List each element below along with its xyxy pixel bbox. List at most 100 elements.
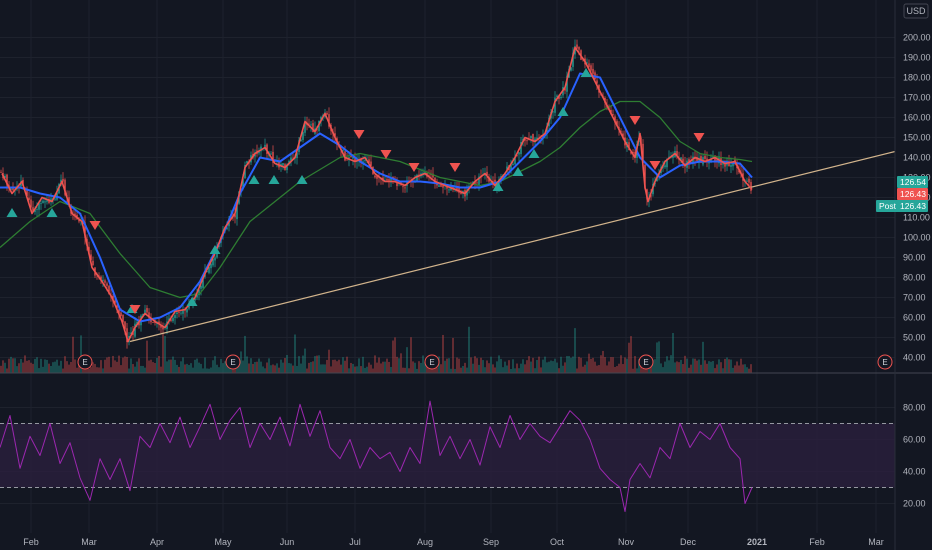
volume-bar xyxy=(576,368,578,373)
volume-bar xyxy=(36,357,38,373)
candle-body xyxy=(586,62,588,64)
candle-body xyxy=(334,133,336,137)
volume-bar xyxy=(456,357,458,373)
time-axis[interactable]: Feb Mar Apr May Jun Jul Aug Sep Oct Nov Dec 2021 Feb… xyxy=(23,537,884,547)
volume-bar xyxy=(384,361,386,373)
price-tick-label: 160.00 xyxy=(903,113,931,123)
volume-bar xyxy=(596,365,598,373)
price-tag-label: Post xyxy=(879,201,897,211)
volume-bar xyxy=(358,358,360,373)
candle-body xyxy=(10,188,12,190)
candle-body xyxy=(434,177,436,183)
volume-bar xyxy=(436,367,438,373)
volume-bar xyxy=(286,355,288,373)
earnings-marker xyxy=(424,354,440,370)
volume-bar xyxy=(652,359,654,373)
volume-bar xyxy=(690,364,692,373)
time-tick-label: 2021 xyxy=(747,537,767,547)
currency-button[interactable]: USD xyxy=(903,3,929,19)
volume-bar xyxy=(14,358,16,373)
volume-bar xyxy=(740,358,742,373)
volume-bar xyxy=(56,359,58,373)
candle-body xyxy=(290,157,292,162)
trendline[interactable] xyxy=(129,150,896,343)
candle-body xyxy=(206,271,208,273)
volume-bar xyxy=(188,365,190,373)
candle-body xyxy=(732,161,734,167)
candle-body xyxy=(118,309,120,314)
volume-bar xyxy=(302,355,304,373)
volume-bar xyxy=(694,358,696,373)
volume-bar xyxy=(476,358,478,373)
volume-bar xyxy=(110,367,112,373)
volume-bar xyxy=(74,359,76,373)
candle-body xyxy=(376,175,378,179)
volume-bar xyxy=(100,360,102,373)
sell-signal-marker xyxy=(129,305,141,314)
volume-bar xyxy=(84,368,86,373)
volume-bar xyxy=(524,364,526,373)
volume-bar xyxy=(140,365,142,373)
candle-body xyxy=(246,161,248,164)
rsi-axis[interactable]: 20.00 40.00 60.00 80.00 xyxy=(903,403,926,509)
volume-bar xyxy=(712,360,714,373)
candle-body xyxy=(308,123,310,125)
volume-bar xyxy=(492,364,494,373)
buy-signal-marker xyxy=(186,297,198,306)
volume-bar xyxy=(40,358,42,373)
volume-bar xyxy=(54,361,56,373)
volume-bar xyxy=(382,361,384,373)
sell-signal-marker xyxy=(380,150,392,159)
price-tag-value: 126.43 xyxy=(900,201,926,211)
volume-bar xyxy=(704,360,706,373)
volume-bar xyxy=(288,363,290,373)
volume-bar xyxy=(20,358,22,373)
ema-fast-line xyxy=(1,46,753,343)
volume-bar xyxy=(732,367,734,373)
volume-bar xyxy=(400,353,402,373)
volume-bar xyxy=(494,367,496,373)
volume-bar xyxy=(534,368,536,373)
volume-bar xyxy=(332,359,334,373)
volume-bar xyxy=(308,362,310,373)
volume-bar xyxy=(154,363,156,373)
volume-bar xyxy=(516,363,518,373)
candle-body xyxy=(78,219,80,222)
price-tick-label: 150.00 xyxy=(903,133,931,143)
volume-bar xyxy=(258,358,260,373)
candle-body xyxy=(370,161,372,166)
candle-body xyxy=(4,175,6,178)
volume-bar xyxy=(414,362,416,373)
earnings-marker-label: E xyxy=(643,358,648,367)
candle-body xyxy=(724,162,726,167)
candle-body xyxy=(710,159,712,162)
earnings-marker-label: E xyxy=(429,358,434,367)
candle-body xyxy=(310,124,312,126)
candle-body xyxy=(614,116,616,123)
volume-bar xyxy=(284,357,286,373)
candle-body xyxy=(402,186,404,188)
volume-bar xyxy=(264,368,266,373)
volume-bar xyxy=(592,357,594,373)
candle-body xyxy=(26,189,28,197)
volume-bar xyxy=(200,363,202,373)
volume-bar xyxy=(300,363,302,373)
candle-body xyxy=(554,97,556,113)
candle-body xyxy=(750,181,752,191)
volume-bar xyxy=(720,362,722,373)
earnings-marker-label: E xyxy=(882,358,887,367)
candle-body xyxy=(328,114,330,127)
candle-body xyxy=(270,153,272,155)
volume-bar xyxy=(588,353,590,373)
volume-bar xyxy=(692,358,694,373)
volume-bar xyxy=(518,368,520,373)
candle-body xyxy=(592,68,594,74)
volume-bar xyxy=(532,357,534,373)
candle-body xyxy=(280,163,282,167)
candle-body xyxy=(62,178,64,182)
volume-bar xyxy=(608,361,610,373)
volume-bar xyxy=(642,368,644,373)
